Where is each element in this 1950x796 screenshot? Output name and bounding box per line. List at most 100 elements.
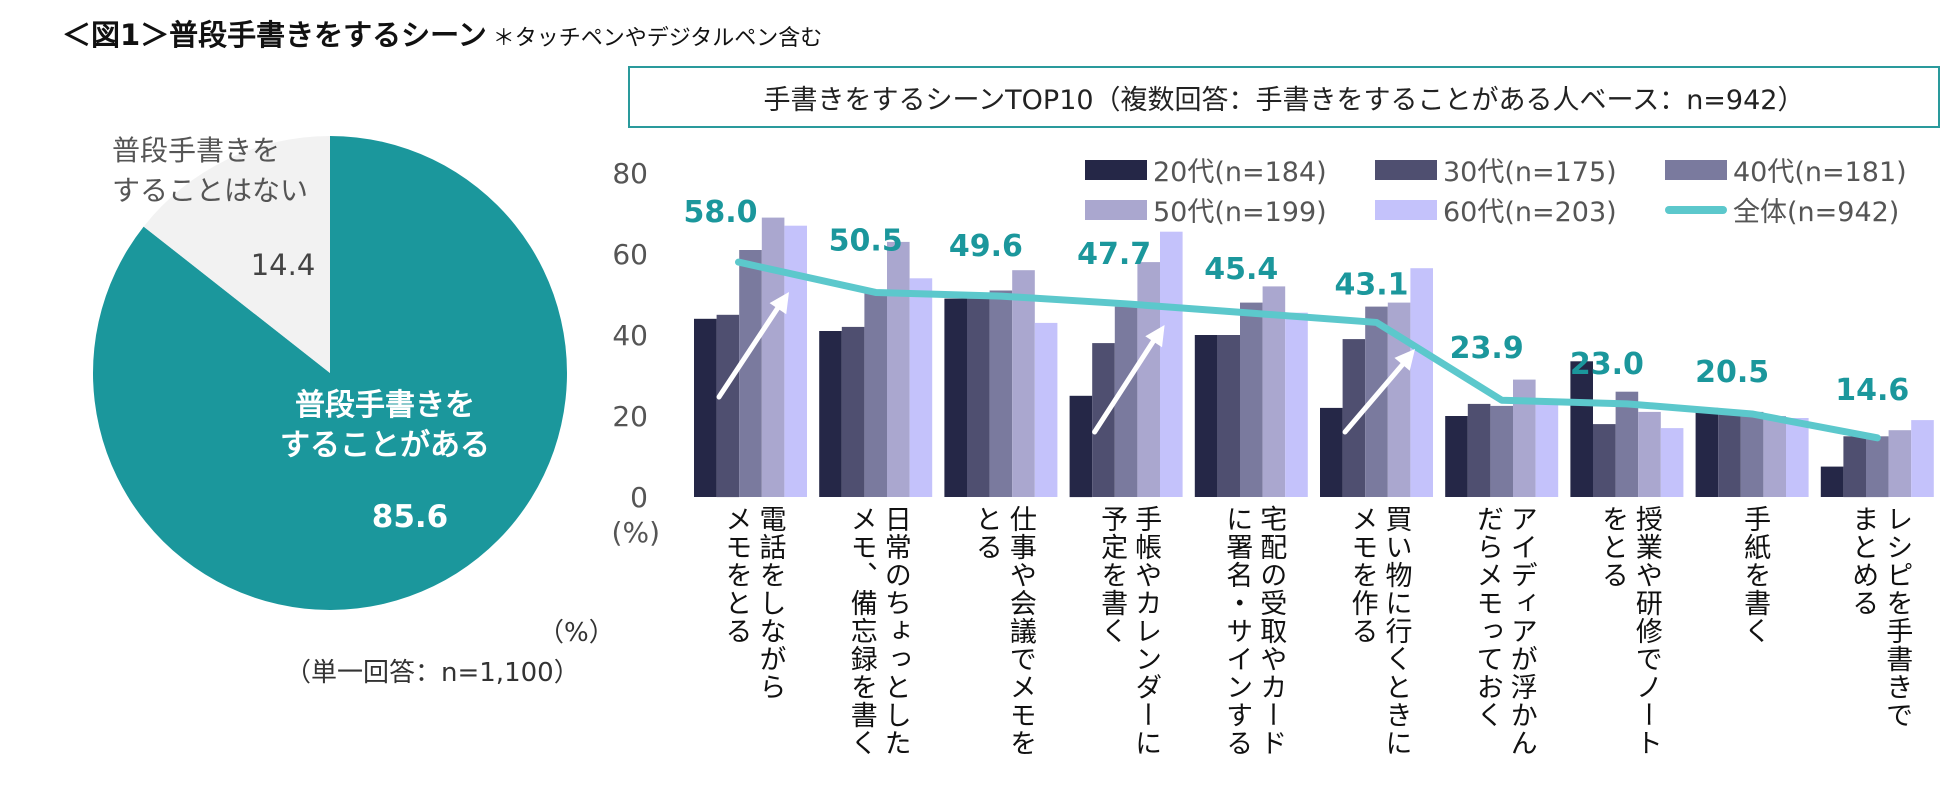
bar — [1866, 436, 1889, 498]
bar — [739, 250, 762, 497]
bar — [1387, 302, 1411, 497]
x-tick-label: 手紙を書く — [1739, 505, 1771, 645]
data-label: 14.6 — [1835, 373, 1909, 408]
bar — [944, 298, 967, 497]
trend-arrow — [716, 292, 789, 400]
legend-item: 20代(n=184) — [1085, 150, 1327, 189]
figure-title-text: ＜図1＞普段手書きをするシーン — [62, 18, 487, 52]
x-tick-label: 電話をしながら メモをとる — [720, 505, 786, 701]
bar — [1262, 286, 1286, 497]
pie-slice-no — [143, 136, 330, 373]
bar — [841, 326, 865, 497]
bar — [1786, 418, 1809, 497]
bar — [967, 298, 990, 497]
figure-title: ＜図1＞普段手書きをするシーン ＊タッチペンやデジタルペン含む — [62, 12, 822, 54]
data-label: 23.9 — [1450, 331, 1524, 366]
bar — [864, 292, 887, 497]
data-label: 20.5 — [1695, 355, 1769, 390]
x-tick-label: 授業や研修でノート をとる — [1596, 505, 1662, 757]
pie-chart: 普段手書きをすることがある 85.6 普段手書きをすることはない 14.4 — [92, 134, 568, 610]
bar — [1513, 379, 1536, 497]
bar — [1160, 231, 1183, 497]
bar — [1285, 312, 1308, 497]
bar — [1718, 409, 1741, 497]
legend-label: 全体(n=942) — [1733, 197, 1900, 228]
bar — [1114, 306, 1138, 497]
bar — [1410, 268, 1433, 497]
bar — [1069, 395, 1093, 498]
bar — [887, 241, 910, 497]
pie-value-yes: 85.6 — [372, 499, 449, 535]
bar — [909, 278, 933, 497]
x-tick-label: 宅配の受取やカード に署名・サインする — [1221, 505, 1287, 757]
legend-item: 50代(n=199) — [1085, 190, 1327, 229]
bar — [1445, 416, 1468, 497]
figure-note: ＊タッチペンやデジタルペン含む — [492, 26, 823, 51]
data-label: 47.7 — [1077, 237, 1151, 272]
x-tick-label: 日常のちょっとした メモ、備忘録を書く — [845, 505, 911, 757]
legend-swatch — [1085, 199, 1147, 220]
x-tick-label: 買い物に行くときに メモを作る — [1346, 505, 1412, 757]
bar — [694, 318, 717, 497]
bar-chart-title-text: 手書きをするシーンTOP10（複数回答：手書きをすることがある人ベース：n=94… — [763, 84, 1805, 116]
bar — [1467, 403, 1491, 497]
bar — [1843, 436, 1866, 498]
bar — [1240, 302, 1263, 497]
data-label: 43.1 — [1334, 267, 1408, 302]
bar — [1911, 420, 1934, 497]
data-label: 49.6 — [949, 229, 1023, 264]
bar — [1194, 335, 1218, 497]
pie-unit-label: （%） — [538, 618, 615, 648]
data-label: 23.0 — [1570, 347, 1644, 382]
legend-item: 全体(n=942) — [1665, 190, 1899, 229]
legend-label: 50代(n=199) — [1153, 197, 1327, 228]
bar — [1888, 430, 1912, 497]
bar — [1740, 411, 1764, 497]
bar-chart-title: 手書きをするシーンTOP10（複数回答：手書きをすることがある人ベース：n=94… — [628, 66, 1940, 128]
y-tick-label: 80 — [612, 157, 648, 190]
bar — [1695, 407, 1719, 497]
bar — [819, 331, 842, 497]
bar — [1638, 411, 1661, 497]
pie-label-no: 普段手書きをすることはない — [112, 134, 308, 207]
x-tick-label: 手帳やカレンダーに 予定を書く — [1096, 505, 1162, 757]
y-tick-label: 40 — [612, 319, 648, 352]
bar — [1034, 322, 1058, 497]
legend-label: 30代(n=175) — [1443, 157, 1617, 188]
bar — [1570, 361, 1593, 497]
bar — [1137, 262, 1160, 497]
legend-swatch — [1375, 199, 1437, 220]
pie-label-yes: 普段手書きをすることがある — [280, 388, 490, 463]
y-axis-unit: (%) — [612, 516, 660, 549]
legend-label: 20代(n=184) — [1153, 157, 1327, 188]
legend-line-swatch — [1665, 205, 1727, 214]
bar — [761, 217, 785, 497]
bar — [1615, 391, 1639, 497]
bar — [1763, 416, 1786, 497]
x-tick-label: レシピを手書きで まとめる — [1847, 505, 1913, 729]
x-tick-label: 仕事や会議でメモを とる — [970, 505, 1036, 757]
bar — [1535, 403, 1559, 497]
line-series-overall — [735, 258, 1881, 442]
pie-base-note: （単一回答：n=1,100） — [285, 658, 580, 688]
y-tick-label: 0 — [630, 481, 648, 514]
legend-item: 30代(n=175) — [1375, 150, 1617, 189]
bar — [1593, 424, 1616, 497]
legend-item: 40代(n=181) — [1665, 150, 1907, 189]
data-label: 58.0 — [683, 195, 757, 230]
bar — [1217, 335, 1240, 497]
bar — [1320, 407, 1343, 497]
trend-arrow — [1092, 325, 1165, 435]
y-tick-label: 20 — [612, 400, 648, 433]
legend-item: 60代(n=203) — [1375, 190, 1617, 229]
bar — [1820, 466, 1844, 497]
legend-swatch — [1375, 159, 1437, 180]
pie-value-no: 14.4 — [251, 248, 316, 282]
trend-arrow — [1342, 349, 1415, 435]
legend-swatch — [1665, 159, 1727, 180]
bar — [1365, 306, 1388, 497]
legend-label: 40代(n=181) — [1733, 157, 1907, 188]
bar — [1490, 405, 1513, 497]
legend-label: 60代(n=203) — [1443, 197, 1617, 228]
